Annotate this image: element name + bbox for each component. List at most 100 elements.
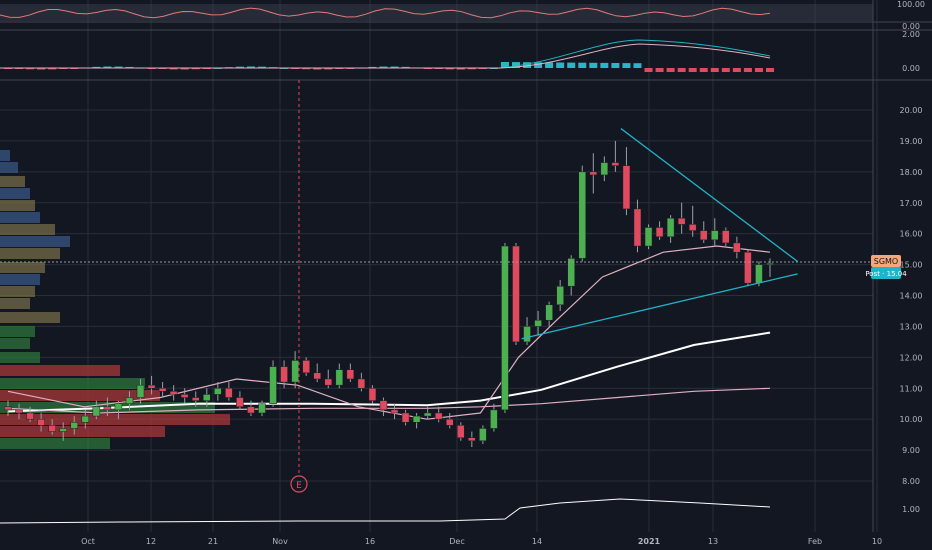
macd-histogram-bar [611,63,620,68]
macd-histogram-bar [180,68,189,70]
macd-histogram-bar [600,62,609,68]
candle-up [523,326,531,343]
macd-histogram-bar [710,68,719,72]
price-tick-label: 11.00 [900,384,923,393]
volume-profile-bar [0,162,18,173]
earnings-marker-label: E [296,481,302,491]
candle-up [59,428,67,432]
candle-down [313,372,321,380]
volume-profile-bar [0,200,35,211]
price-tick-label: 13.00 [900,322,923,331]
candle-up [567,258,575,287]
macd-histogram-bar [401,66,410,68]
macd-histogram-bar [92,66,101,68]
candle-up [291,360,299,383]
time-tick-label: 13 [708,537,718,546]
time-tick-label: 10 [872,537,882,546]
price-tick-label: 20.00 [900,106,923,115]
price-tick-label: 14.00 [900,292,923,301]
candle-down [677,217,686,225]
macd-histogram-bar [666,68,675,72]
time-tick-label: 21 [208,537,218,546]
macd-histogram-bar [324,68,333,70]
macd-histogram-bar [743,68,752,72]
macd-panel [0,39,774,72]
candle-up [136,384,145,398]
macd-histogram-bar [246,66,255,68]
earnings-marker-icon[interactable] [290,475,308,493]
rsi-tick-label: 100.00 [897,0,925,9]
bottom-indicator [0,498,771,524]
volume-profile-bar [0,365,120,376]
price-tick-label: 10.00 [900,415,923,424]
candle-up [423,412,432,417]
candle-up [214,388,222,395]
macd-histogram-bar [644,68,653,72]
macd-histogram-bar [313,68,322,70]
candle-up [501,245,509,411]
time-tick-label: Oct [81,537,95,546]
candle-up [114,403,123,411]
candle-up [479,428,487,442]
candle-up [644,227,653,247]
volume-profile-bar [0,212,40,223]
macd-histogram-bar [114,66,123,68]
candle-down [733,242,741,253]
macd-tick-label: 2.00 [902,30,920,39]
candle-down [37,418,45,426]
trendlines [521,128,798,340]
indicator-line [0,498,771,524]
trendline[interactable] [521,273,798,340]
volume-profile-bar [0,188,30,199]
candle-up [556,285,564,306]
candle-down [302,360,310,374]
candle-down [357,378,366,389]
candle-down [324,378,333,386]
volume-profile-bar [0,326,35,337]
candle-down [699,230,708,241]
macd-histogram-bar [721,68,730,72]
price-tick-label: 17.00 [900,199,923,208]
macd-histogram-bar [754,68,763,72]
macd-histogram-bar [48,68,57,70]
macd-histogram-bar [567,62,576,68]
candle-up [125,397,134,404]
candle-down [622,165,631,210]
macd-histogram-bar [688,68,697,72]
candle-up [81,415,90,423]
candle-down [191,397,200,401]
volume-profile-bar [0,378,145,389]
candle-down [379,400,388,411]
macd-histogram-bar [191,68,200,70]
candle-up [755,264,763,284]
macd-histogram-bar [677,68,686,72]
candle-up [600,162,609,176]
volume-profile-bar [0,286,35,297]
candle-down [633,208,642,247]
time-tick-label: Dec [449,537,464,546]
macd-histogram-bar [578,62,587,68]
moving-average-line [7,387,771,414]
ticker-badge[interactable] [871,255,901,267]
candle-down [445,418,454,426]
volume-profile-bar [0,414,230,425]
volume-profile-bar [0,150,10,161]
macd-tick-label: 0.00 [902,64,920,73]
trendline[interactable] [620,128,798,263]
candle-down [611,162,620,166]
macd-histogram-bar [169,68,178,70]
macd-histogram-bar [445,68,454,70]
macd-histogram-bar [368,66,377,68]
candle-up [258,403,266,414]
post-price-badge[interactable] [871,267,901,279]
candles [4,140,774,447]
candle-up [766,263,774,265]
time-tick-label: Feb [808,537,822,546]
candle-down [512,245,520,343]
macd-histogram-bar [699,68,708,72]
candle-down [180,394,189,398]
macd-histogram-bar [556,62,565,68]
volume-profile-bar [0,248,60,259]
volume-profile-bar [0,298,30,309]
candle-down [468,437,476,442]
